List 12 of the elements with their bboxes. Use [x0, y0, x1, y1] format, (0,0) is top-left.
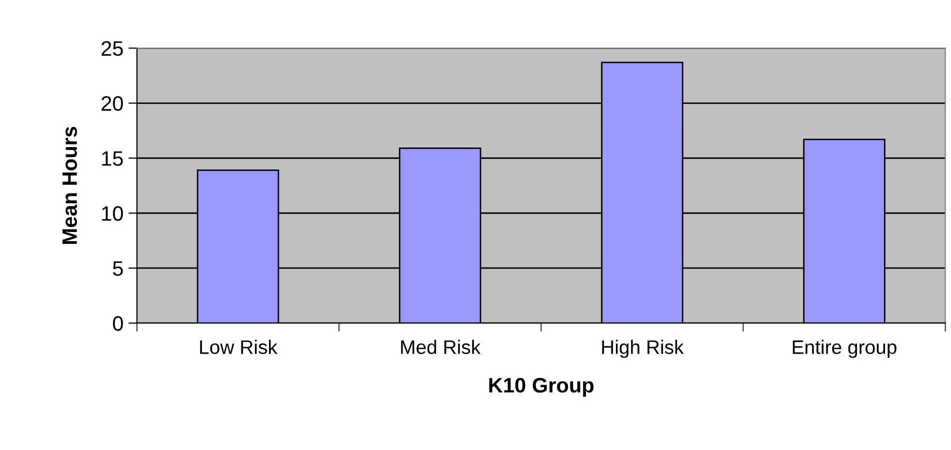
x-tick-label: Low Risk [200, 340, 278, 354]
x-axis-title: K10 Group [489, 378, 594, 397]
y-tick-label: 20 [102, 96, 123, 111]
x-tick-label: Med Risk [401, 340, 481, 354]
y-tick-label: 0 [112, 316, 123, 331]
y-tick-label: 15 [102, 151, 123, 166]
y-tick-label: 10 [102, 206, 123, 221]
y-axis-title: Mean Hours [62, 126, 78, 244]
y-tick-label: 5 [113, 261, 123, 276]
x-tick-label: High Risk [602, 340, 684, 358]
y-tick-label: 25 [102, 41, 123, 56]
x-tick-label: Entire group [792, 340, 896, 358]
